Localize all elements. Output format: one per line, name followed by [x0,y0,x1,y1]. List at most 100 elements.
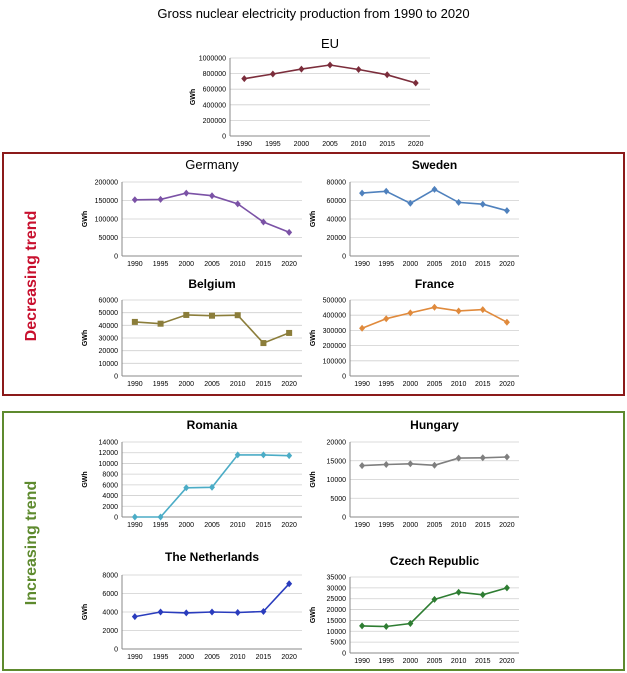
data-point [455,198,462,206]
y-tick-label: 0 [342,374,346,381]
chart-title: Romania [187,418,238,432]
y-tick-label: 60000 [327,198,347,205]
data-point [131,318,138,325]
data-point [209,192,215,200]
chart-title: France [415,277,455,291]
y-axis-label: GWh [190,89,197,105]
data-point [503,584,510,592]
y-tick-label: 6000 [102,591,118,598]
y-tick-label: 40000 [99,323,119,330]
data-point [183,609,190,617]
data-point [327,61,333,69]
chart-title: Sweden [412,158,457,172]
x-tick-label: 1995 [153,261,169,268]
chart-germany: Germany 0 50000 100000 150000 200000 1990 1995 2… [82,157,302,268]
data-point [407,619,414,627]
series-line [134,314,290,345]
x-tick-label: 2000 [403,658,419,665]
x-tick-label: 2015 [475,658,491,665]
y-tick-label: 10000 [99,461,119,468]
y-tick-label: 30000 [327,585,347,592]
x-tick-label: 1995 [378,261,394,268]
x-tick-label: 1990 [354,522,370,529]
y-tick-label: 40000 [327,217,347,224]
x-tick-label: 2010 [230,654,246,661]
x-tick-label: 2000 [403,522,419,529]
chart-eu: EU 0 200000 400000 600000 800000 1000000 1990 19… [190,36,430,148]
data-point [183,189,190,197]
x-tick-label: 2010 [451,261,467,268]
data-point [286,580,293,588]
y-tick-label: 2000 [102,504,118,511]
decreasing-trend-box [2,152,625,396]
data-point [479,306,486,314]
x-tick-label: 2020 [499,658,515,665]
data-point [234,451,241,459]
y-tick-label: 15000 [327,618,347,625]
y-tick-label: 50000 [99,235,119,242]
chart-title: Belgium [188,277,235,291]
data-point [209,608,215,616]
y-tick-label: 6000 [102,482,118,489]
data-point [286,228,293,236]
x-tick-label: 2020 [281,522,297,529]
data-point [455,588,462,596]
chart-belgium: Belgium 0 10000 20000 30000 40000 50000 60000 19… [82,277,302,388]
chart-romania: Romania 0 2000 4000 6000 8000 10000 12000 14000 1… [82,418,302,529]
x-tick-label: 1995 [378,658,394,665]
x-tick-label: 1995 [153,381,169,388]
data-point [384,71,391,79]
page-title: Gross nuclear electricity production fro… [157,6,470,21]
data-point [234,312,241,319]
data-point [286,329,293,336]
x-tick-label: 2005 [427,261,443,268]
x-tick-label: 2020 [408,141,424,148]
x-tick-label: 1990 [127,261,143,268]
y-axis-label: GWh [82,471,89,487]
x-tick-label: 1990 [354,658,370,665]
y-tick-label: 0 [114,254,118,261]
x-tick-label: 1995 [378,381,394,388]
data-point [359,324,366,332]
y-tick-label: 25000 [327,596,347,603]
data-point [503,453,510,461]
chart-france: France 0 100000 200000 300000 400000 500000 199… [310,277,519,388]
y-tick-label: 20000 [99,348,119,355]
y-tick-label: 15000 [327,458,347,465]
data-point [234,200,241,208]
y-tick-label: 0 [114,374,118,381]
data-point [131,613,138,621]
data-point [260,218,267,226]
data-point [412,79,419,87]
y-tick-label: 12000 [99,450,119,457]
y-tick-label: 0 [342,254,346,261]
x-tick-label: 2010 [451,381,467,388]
chart-netherlands: The Netherlands 0 2000 4000 6000 8000 1990 1995… [82,550,302,661]
increasing-trend-box [2,411,625,671]
y-tick-label: 14000 [99,440,119,447]
x-tick-label: 2020 [499,522,515,529]
y-tick-label: 8000 [102,573,118,580]
y-tick-label: 300000 [323,328,346,335]
data-point [157,195,164,203]
data-point [157,320,164,327]
data-point [455,454,462,462]
x-tick-label: 1995 [265,141,281,148]
y-tick-label: 100000 [323,358,346,365]
x-tick-label: 2015 [475,381,491,388]
decreasing-trend-label: Decreasing trend [23,210,40,342]
chart-title: EU [321,36,339,51]
y-tick-label: 400000 [323,313,346,320]
y-tick-label: 0 [342,515,346,522]
x-tick-label: 2010 [230,381,246,388]
x-tick-label: 2000 [178,261,194,268]
x-tick-label: 2005 [427,522,443,529]
y-axis-label: GWh [82,211,89,227]
x-tick-label: 2000 [403,261,419,268]
data-point [503,207,510,215]
x-tick-label: 2005 [204,261,220,268]
x-tick-label: 2015 [256,522,272,529]
data-point [286,452,293,460]
chart-sweden: Sweden 0 20000 40000 60000 80000 1990 1995 2000 2… [310,158,519,268]
data-point [157,608,164,616]
